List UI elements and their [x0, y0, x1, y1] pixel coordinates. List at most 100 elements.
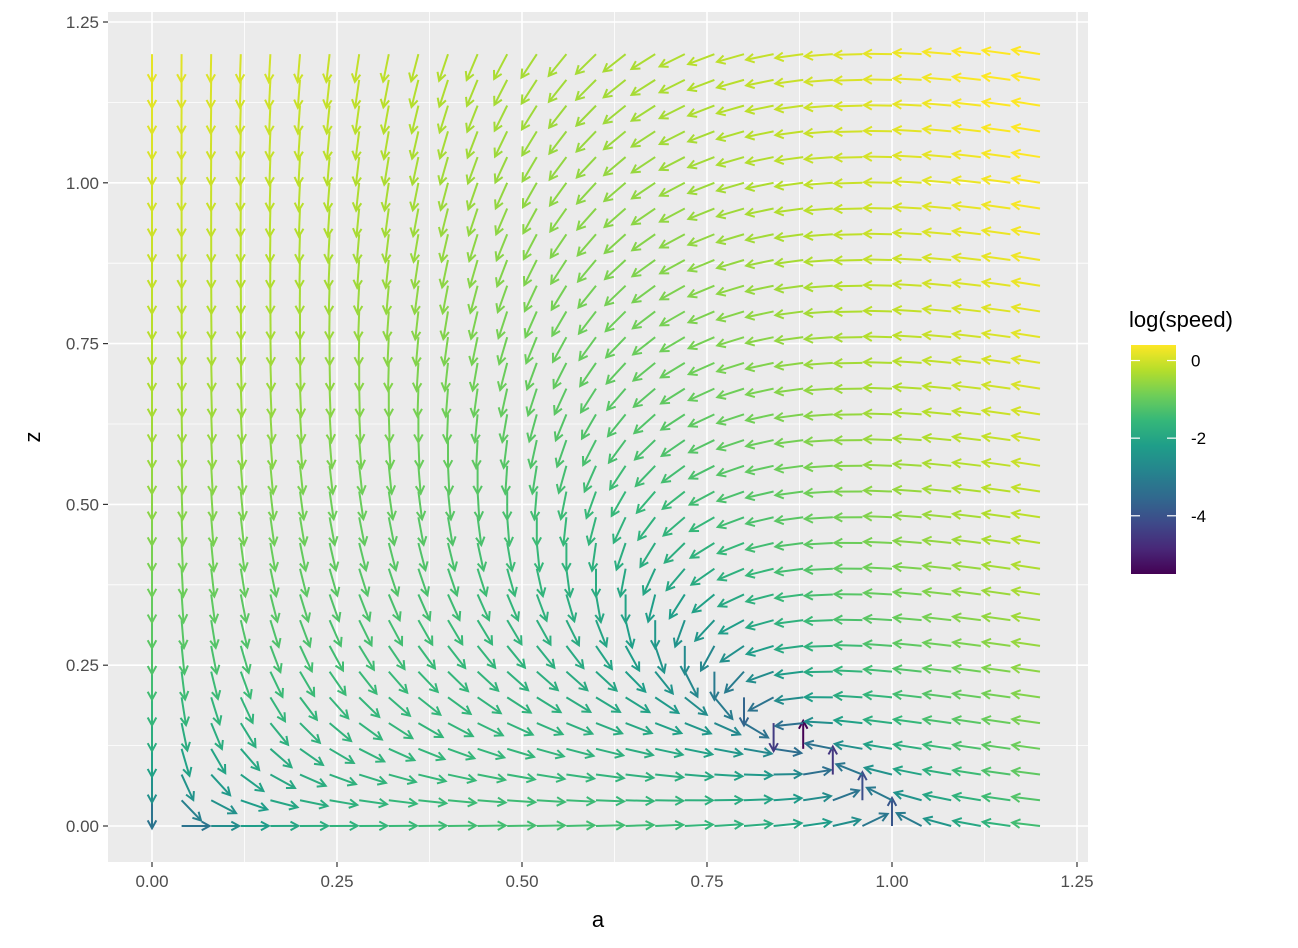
vector-arrow — [744, 542, 774, 553]
vector-arrow — [265, 337, 277, 368]
vector-arrow — [176, 54, 187, 85]
vector-arrow — [1010, 740, 1041, 752]
vector-arrow — [552, 362, 568, 390]
vector-arrow — [447, 696, 473, 716]
vector-arrow — [146, 311, 158, 342]
vector-arrow — [329, 820, 360, 832]
vector-arrow — [268, 542, 280, 573]
vector-arrow — [832, 126, 863, 138]
vector-arrow — [1010, 509, 1041, 520]
vector-arrow — [632, 413, 656, 435]
vector-arrow — [207, 491, 218, 522]
vector-arrow — [773, 437, 804, 448]
vector-arrow — [236, 414, 248, 445]
vector-arrow — [654, 671, 675, 696]
vector-arrow — [861, 100, 893, 111]
vector-arrow — [266, 388, 277, 419]
vector-arrow — [351, 156, 362, 187]
vector-arrow — [744, 284, 774, 296]
vector-arrow — [950, 123, 981, 135]
vector-arrow — [494, 182, 509, 211]
vector-arrow — [715, 284, 745, 297]
vector-arrow — [179, 697, 190, 728]
vector-arrow — [832, 788, 861, 802]
vector-arrow — [654, 696, 681, 715]
vector-arrow — [715, 181, 745, 194]
vector-arrow — [205, 105, 217, 136]
vector-arrow — [413, 414, 424, 445]
vector-arrow — [466, 233, 479, 263]
vector-arrow — [658, 336, 686, 353]
vector-arrow — [1010, 97, 1041, 108]
vector-arrow — [1010, 225, 1041, 237]
vector-arrow — [921, 638, 952, 649]
vector-arrow — [329, 747, 356, 765]
vector-arrow — [595, 696, 622, 713]
vector-arrow — [773, 566, 804, 577]
vector-arrow — [802, 691, 833, 703]
vector-arrow — [980, 663, 1011, 674]
vector-arrow — [827, 744, 838, 775]
legend-ticks: 0 -2 -4 — [1131, 352, 1206, 526]
vector-arrow — [603, 233, 627, 255]
vector-arrow — [744, 233, 774, 244]
vector-arrow — [861, 511, 893, 522]
vector-arrow — [951, 817, 981, 828]
vector-arrow — [950, 535, 981, 546]
vector-arrow — [493, 156, 509, 185]
vector-arrow — [773, 103, 804, 114]
vector-arrow — [861, 408, 893, 419]
vector-arrow — [270, 820, 301, 832]
vector-arrow — [715, 156, 745, 168]
vector-arrow — [802, 127, 833, 139]
vector-arrow — [631, 336, 656, 356]
vector-arrow — [146, 620, 158, 651]
vector-arrow — [891, 587, 922, 598]
vector-arrow — [439, 311, 450, 342]
vector-arrow — [832, 435, 863, 446]
vector-arrow — [236, 440, 248, 471]
vector-arrow — [579, 362, 597, 388]
vector-arrow — [1010, 71, 1041, 82]
vector-arrow — [506, 696, 533, 714]
vector-arrow — [891, 99, 922, 110]
vector-arrow — [630, 259, 656, 278]
vector-arrow — [146, 568, 158, 599]
vector-arrow — [322, 79, 333, 110]
vector-arrow — [548, 130, 568, 156]
vector-arrow — [328, 619, 343, 648]
vector-arrow — [803, 817, 833, 829]
vector-arrow — [1010, 277, 1041, 288]
vector-arrow — [146, 259, 158, 291]
vector-arrow — [595, 747, 626, 759]
vector-arrow — [980, 97, 1011, 108]
vector-arrow — [773, 643, 804, 654]
vector-arrow — [536, 645, 556, 670]
vector-arrow — [379, 105, 391, 136]
vector-arrow — [891, 125, 922, 136]
vector-arrow — [891, 484, 922, 496]
vector-arrow — [417, 568, 430, 598]
vector-arrow — [576, 233, 597, 258]
vector-arrow — [521, 130, 538, 158]
vector-arrow — [409, 208, 420, 239]
vector-arrow — [235, 131, 246, 162]
vector-arrow — [950, 586, 981, 598]
vector-arrow — [950, 432, 981, 443]
vector-arrow — [565, 645, 585, 670]
vector-arrow — [950, 278, 981, 289]
vector-arrow — [803, 792, 833, 803]
vector-arrow — [146, 157, 158, 188]
vector-arrow — [861, 125, 893, 137]
vector-arrow — [660, 464, 686, 484]
vector-arrow — [1010, 148, 1041, 159]
vector-arrow — [440, 362, 451, 393]
vector-arrow — [322, 105, 333, 136]
vector-arrow — [353, 311, 364, 342]
vector-arrow — [358, 594, 372, 623]
vector-arrow — [354, 388, 365, 419]
vector-arrow — [328, 645, 344, 673]
vector-arrow — [380, 182, 391, 213]
vector-arrow — [577, 310, 597, 336]
vector-arrow — [891, 73, 922, 84]
